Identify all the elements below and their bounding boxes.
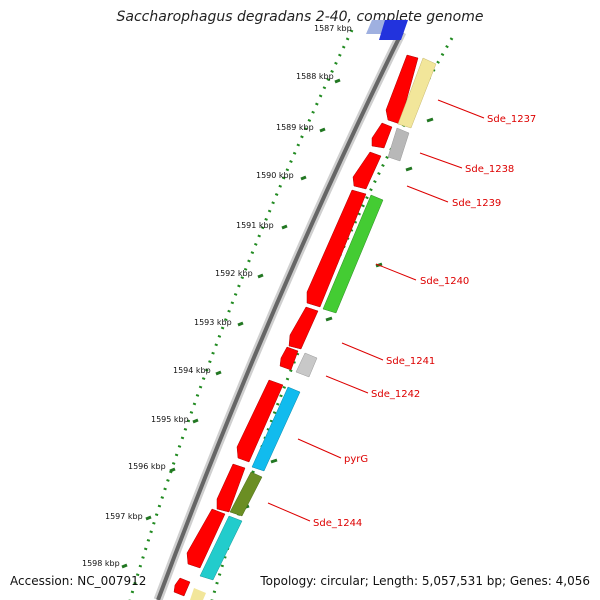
tick-marks <box>121 78 341 569</box>
label-connectors <box>267 99 485 522</box>
gene-label-sde-1240: Sde_1240 <box>420 276 469 287</box>
cds-feature <box>279 346 299 371</box>
gene-label-sde-1238: Sde_1238 <box>465 164 514 175</box>
gene-label-sde-1244: Sde_1244 <box>313 518 362 529</box>
feature-cyan <box>251 386 301 472</box>
gene-labels: Sde_1237 Sde_1238 Sde_1239 Sde_1240 Sde_… <box>313 114 536 529</box>
feature-light-gray <box>295 352 318 378</box>
tick-label: 1587 kbp <box>314 24 352 33</box>
feature-teal <box>199 515 243 581</box>
accession-text: Accession: NC_007912 <box>10 574 147 588</box>
topology-text: Topology: circular; Length: 5,057,531 bp… <box>260 574 590 588</box>
cds-feature <box>371 122 393 149</box>
tick-label: 1594 kbp <box>173 366 211 375</box>
cds-feature <box>186 508 226 569</box>
feature-olive <box>229 471 263 517</box>
tick-label: 1589 kbp <box>276 123 314 132</box>
tick-labels: 1587 kbp 1588 kbp 1589 kbp 1590 kbp 1591… <box>82 24 352 568</box>
backbone-ring-core <box>156 31 404 600</box>
cds-feature <box>288 306 319 350</box>
cds-feature <box>385 54 419 125</box>
tick-label: 1588 kbp <box>296 72 334 81</box>
cds-feature <box>173 577 191 597</box>
gene-label-pyrg: pyrG <box>344 454 368 465</box>
gene-label-sde-1242: Sde_1242 <box>371 389 420 400</box>
feature-blue-top <box>379 20 408 40</box>
gene-label-sde-1241: Sde_1241 <box>386 356 435 367</box>
feature-gray <box>387 127 410 162</box>
tick-label: 1592 kbp <box>215 269 253 278</box>
gene-label-sde-1239: Sde_1239 <box>452 198 501 209</box>
tick-label: 1590 kbp <box>256 171 294 180</box>
backbone-ring <box>153 30 407 600</box>
cds-feature <box>236 379 284 463</box>
cds-track <box>173 54 419 597</box>
tick-label: 1593 kbp <box>194 318 232 327</box>
feature-green <box>322 194 384 314</box>
tick-label: 1591 kbp <box>236 221 274 230</box>
feature-yellow-bottom <box>190 588 206 600</box>
tick-label: 1597 kbp <box>105 512 143 521</box>
cds-feature <box>352 151 382 190</box>
tick-label: 1595 kbp <box>151 415 189 424</box>
tick-label: 1596 kbp <box>128 462 166 471</box>
cds-feature <box>306 189 367 308</box>
feature-yellow <box>397 57 437 129</box>
tick-label: 1598 kbp <box>82 559 120 568</box>
cds-feature <box>216 463 246 513</box>
gene-label-sde-1237: Sde_1237 <box>487 114 536 125</box>
